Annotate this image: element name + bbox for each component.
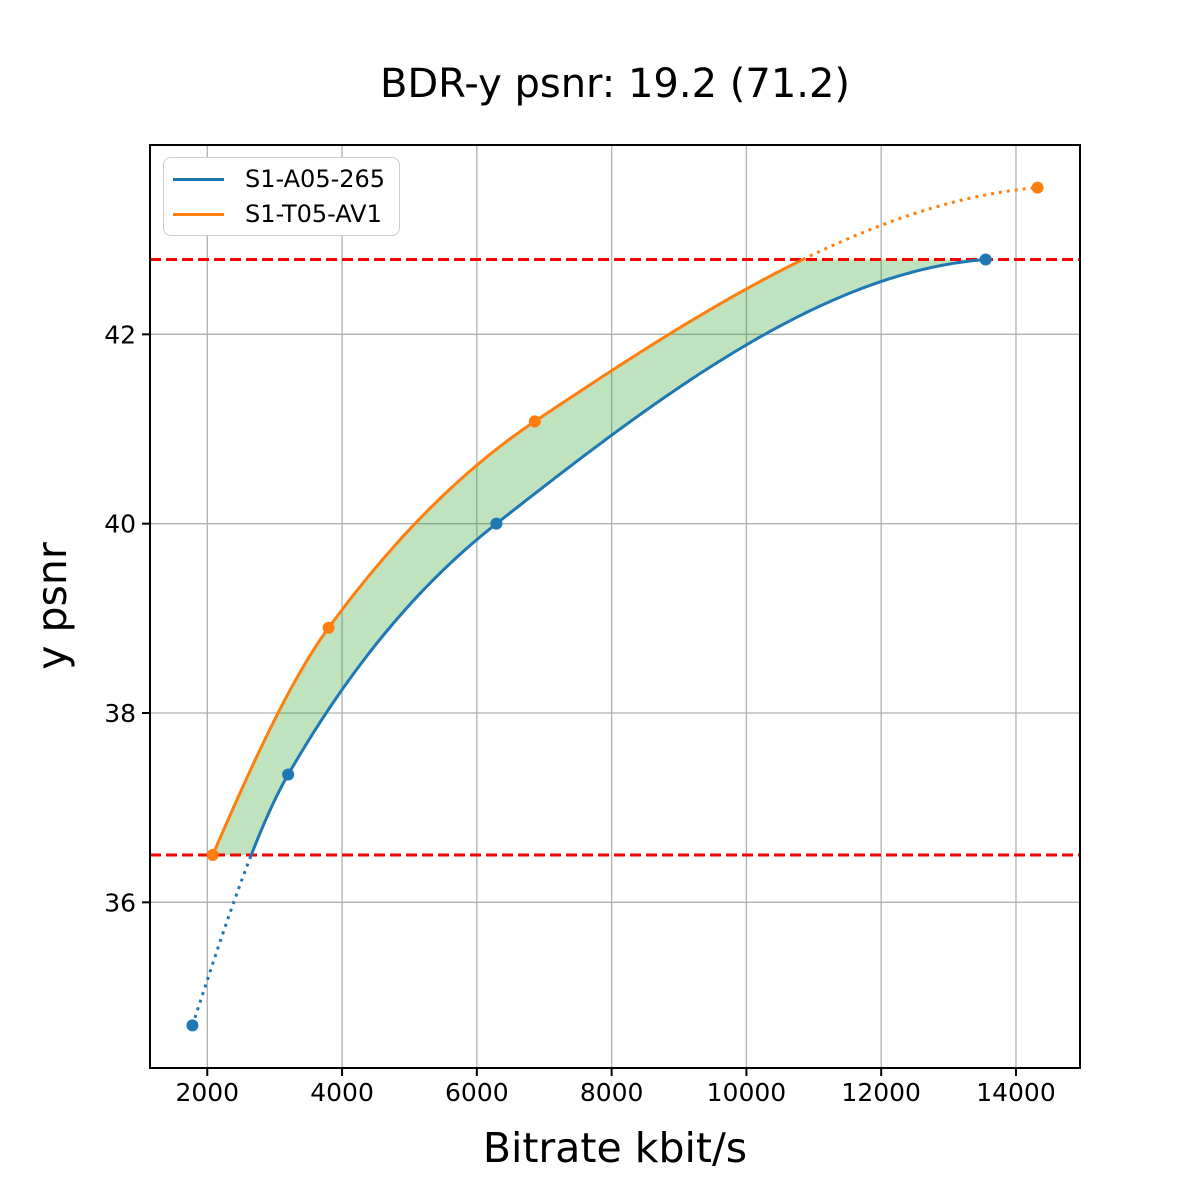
x-tick-label: 8000 — [580, 1078, 644, 1107]
x-axis-label: Bitrate kbit/s — [482, 1124, 748, 1172]
series-orange-dotted-segment — [802, 186, 1038, 261]
y-tick-label: 36 — [104, 888, 136, 917]
data-point-marker — [322, 621, 335, 634]
legend-line-sample-orange — [173, 212, 224, 216]
plot-border — [149, 144, 1081, 1069]
x-tick-label: 6000 — [445, 1078, 509, 1107]
data-point-marker — [1031, 181, 1044, 194]
legend-item-s1-a05-265: S1-A05-265 — [164, 165, 399, 193]
data-point-marker — [528, 415, 541, 428]
legend-line-sample-blue — [173, 177, 224, 181]
x-tick-label: 10000 — [707, 1078, 787, 1107]
legend-label: S1-T05-AV1 — [245, 200, 382, 228]
series-line-s1-a05-265 — [249, 258, 988, 857]
x-tick-label: 14000 — [976, 1078, 1056, 1107]
chart-title: BDR-y psnr: 19.2 (71.2) — [379, 61, 851, 107]
data-point-marker — [206, 849, 219, 861]
legend: S1-A05-265 S1-T05-AV1 — [163, 157, 400, 236]
data-point-marker — [186, 1019, 199, 1032]
data-point-marker — [282, 768, 295, 781]
bd-overlap-fill — [212, 259, 986, 855]
series-line-s1-t05-av1 — [211, 258, 805, 857]
y-tick-label: 38 — [104, 699, 136, 728]
data-point-marker — [490, 517, 503, 530]
x-tick-label: 12000 — [841, 1078, 921, 1107]
y-tick-label: 42 — [104, 320, 136, 349]
data-point-marker — [979, 253, 992, 266]
legend-item-s1-t05-av1: S1-T05-AV1 — [164, 200, 399, 228]
legend-label: S1-A05-265 — [245, 165, 386, 193]
series-blue-dotted-segment — [191, 854, 253, 1026]
y-axis-label: y psnr — [28, 542, 76, 670]
x-tick-label: 2000 — [175, 1078, 239, 1107]
y-tick-label: 40 — [104, 510, 136, 539]
x-tick-label: 4000 — [310, 1078, 374, 1107]
